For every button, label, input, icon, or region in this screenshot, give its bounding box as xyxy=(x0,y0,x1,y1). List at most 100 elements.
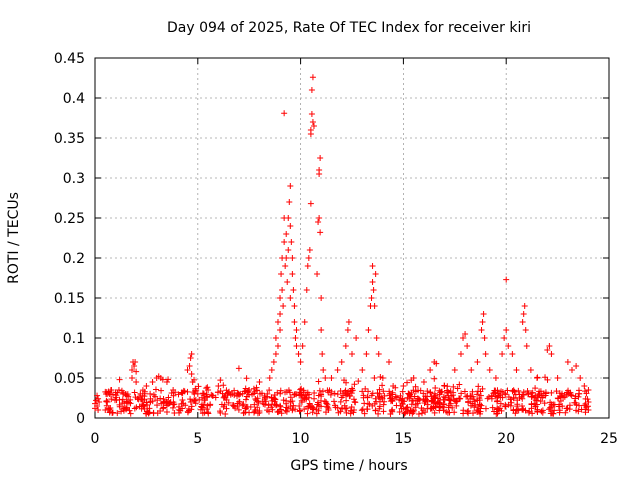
data-point xyxy=(346,393,353,400)
data-point xyxy=(308,87,315,93)
data-point xyxy=(531,400,538,407)
data-point xyxy=(460,335,467,341)
data-point xyxy=(539,407,546,414)
data-point xyxy=(320,367,327,373)
data-point xyxy=(242,405,249,412)
data-point xyxy=(143,383,150,389)
data-point xyxy=(508,399,515,406)
data-point xyxy=(316,167,323,173)
data-point xyxy=(476,397,483,404)
data-point xyxy=(474,391,481,398)
data-point xyxy=(122,391,129,397)
data-point xyxy=(95,407,102,413)
data-point xyxy=(281,239,288,245)
data-point xyxy=(96,399,103,405)
data-point xyxy=(271,401,278,408)
plot-frame xyxy=(94,57,610,419)
data-point xyxy=(152,393,159,400)
data-point xyxy=(260,400,267,407)
data-point xyxy=(553,388,560,395)
data-point xyxy=(323,403,330,410)
data-point xyxy=(180,387,187,394)
data-point xyxy=(310,123,317,129)
data-point xyxy=(416,397,423,404)
data-point xyxy=(318,327,325,333)
data-point xyxy=(209,392,216,399)
data-point xyxy=(361,410,368,417)
data-point xyxy=(398,405,405,412)
data-point xyxy=(289,271,296,277)
data-point xyxy=(289,406,296,413)
data-point xyxy=(187,396,194,403)
data-point xyxy=(427,405,434,412)
data-point xyxy=(129,375,136,381)
data-point xyxy=(253,397,260,404)
data-point xyxy=(420,379,427,385)
data-point xyxy=(317,155,324,161)
data-point xyxy=(475,383,482,390)
data-point xyxy=(179,397,186,404)
data-point xyxy=(525,409,532,416)
data-point xyxy=(327,391,334,398)
data-point xyxy=(303,396,310,403)
data-point xyxy=(220,382,227,389)
data-point xyxy=(284,279,291,285)
data-point xyxy=(575,408,582,415)
data-point xyxy=(205,387,212,393)
data-point xyxy=(345,319,352,325)
data-point xyxy=(152,386,159,393)
data-point xyxy=(583,390,590,397)
data-point xyxy=(270,359,277,365)
y-tick-label: 0.05 xyxy=(54,371,85,387)
data-point xyxy=(159,376,166,383)
data-point xyxy=(129,367,136,373)
data-point xyxy=(519,319,526,325)
data-point xyxy=(225,389,232,396)
data-point xyxy=(495,392,502,399)
data-point xyxy=(292,335,299,341)
data-point xyxy=(222,391,229,398)
data-point xyxy=(234,393,241,400)
data-point xyxy=(584,396,591,403)
data-point xyxy=(344,327,351,333)
data-point xyxy=(464,408,471,415)
data-point xyxy=(433,360,440,367)
data-point xyxy=(573,363,580,369)
y-tick-label: 0.4 xyxy=(63,91,85,107)
data-point xyxy=(256,409,263,416)
data-point xyxy=(403,404,410,411)
data-point xyxy=(293,343,300,349)
data-point xyxy=(482,405,489,412)
data-point xyxy=(360,394,367,401)
data-point xyxy=(548,389,555,396)
data-point xyxy=(94,392,101,399)
data-point xyxy=(369,279,376,285)
data-point xyxy=(404,379,411,386)
data-point xyxy=(171,410,178,417)
data-point xyxy=(401,398,408,405)
data-point xyxy=(271,391,278,398)
data-point xyxy=(432,385,439,392)
data-point xyxy=(420,396,427,403)
data-point xyxy=(372,407,379,414)
data-point xyxy=(389,408,396,415)
data-point xyxy=(315,378,322,385)
data-point xyxy=(268,367,275,373)
data-point xyxy=(502,390,509,397)
data-point xyxy=(513,407,520,414)
data-point xyxy=(514,397,521,404)
data-point xyxy=(489,404,496,411)
data-point xyxy=(362,385,369,392)
data-point xyxy=(116,376,123,383)
data-point xyxy=(525,390,532,397)
data-point xyxy=(240,409,247,416)
data-point xyxy=(184,367,191,373)
data-point xyxy=(160,399,167,406)
data-point xyxy=(309,404,316,411)
data-point xyxy=(323,400,330,407)
data-point xyxy=(286,199,293,205)
data-point xyxy=(585,387,592,393)
data-point xyxy=(300,389,307,396)
data-point xyxy=(102,407,109,413)
